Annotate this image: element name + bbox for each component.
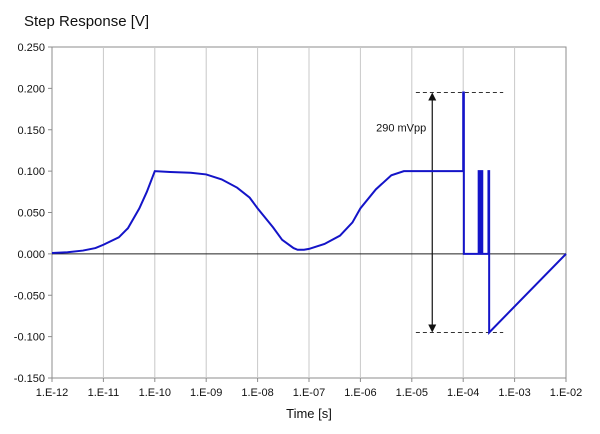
x-axis-label: Time [s] bbox=[286, 406, 332, 421]
x-tick-label: 1.E-04 bbox=[447, 387, 479, 399]
x-tick-label: 1.E-11 bbox=[88, 387, 120, 399]
annotation-arrowhead-down bbox=[428, 324, 437, 333]
x-tick-label: 1.E-12 bbox=[36, 387, 68, 399]
y-tick-label: 0.100 bbox=[17, 166, 45, 178]
annotation-label: 290 mVpp bbox=[376, 122, 426, 134]
y-tick-label: 0.150 bbox=[17, 125, 45, 137]
x-tick-label: 1.E-02 bbox=[550, 387, 582, 399]
x-tick-label: 1.E-07 bbox=[293, 387, 325, 399]
x-tick-label: 1.E-08 bbox=[241, 387, 273, 399]
y-tick-label: 0.050 bbox=[17, 208, 45, 220]
x-tick-label: 1.E-03 bbox=[498, 387, 530, 399]
x-tick-label: 1.E-06 bbox=[344, 387, 376, 399]
chart-title: Step Response [V] bbox=[24, 13, 149, 30]
x-tick-label: 1.E-10 bbox=[139, 387, 171, 399]
x-axis: 1.E-12 1.E-11 1.E-10 1.E-09 1.E-08 1.E-07 1.E-… bbox=[36, 378, 582, 399]
x-tick-label: 1.E-05 bbox=[396, 387, 428, 399]
amplitude-annotation: 290 mVpp bbox=[376, 92, 504, 333]
y-tick-label: 0.000 bbox=[17, 249, 45, 261]
y-tick-label: -0.100 bbox=[14, 332, 45, 344]
y-axis: -0.150 -0.100 -0.050 0.000 0.050 0.100 0.150 0.… bbox=[14, 42, 52, 385]
y-tick-label: -0.050 bbox=[14, 290, 45, 302]
annotation-arrowhead-up bbox=[428, 92, 437, 101]
series-line bbox=[51, 91, 567, 335]
x-tick-label: 1.E-09 bbox=[190, 387, 222, 399]
y-tick-label: -0.150 bbox=[14, 373, 45, 385]
y-tick-label: 0.200 bbox=[17, 83, 45, 95]
y-tick-label: 0.250 bbox=[17, 42, 45, 54]
